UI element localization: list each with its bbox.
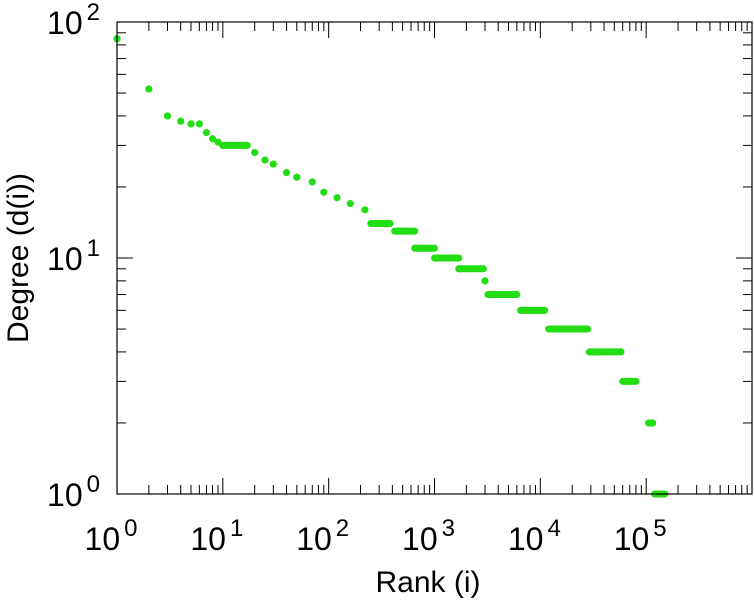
tick-base: 10 [508,521,544,557]
data-point [594,348,602,356]
tick-exponent: 0 [87,471,100,498]
data-point [622,377,630,385]
data-point [504,290,513,299]
data-point [308,178,316,186]
data-point [293,173,301,181]
data-point [526,306,534,314]
data-point [177,117,185,125]
tick-base: 10 [47,5,83,41]
tick-base: 10 [47,477,83,513]
data-point [282,169,291,177]
data-point [195,120,203,128]
data-point [361,206,369,214]
plot-frame [116,21,753,495]
x-tick-label: 10 1 [190,515,243,557]
tick-exponent: 3 [442,515,455,542]
data-point [187,120,195,128]
tick-base: 10 [402,521,438,557]
x-tick-label: 10 4 [508,515,561,557]
y-tick-label: 10 2 [47,0,100,41]
tick-marks [116,22,752,495]
data-points [113,35,669,498]
x-tick-label: 10 3 [402,515,455,557]
data-point [346,200,354,208]
tick-base: 10 [296,521,332,557]
data-point [648,419,657,427]
x-tick-labels: 10 0 10 1 10 2 10 3 10 4 10 5 [85,515,667,557]
tick-base: 10 [47,241,83,277]
data-point [269,160,277,168]
tick-base: 10 [614,521,650,557]
tick-base: 10 [85,521,121,557]
data-point [394,227,402,235]
tick-exponent: 0 [124,515,137,542]
data-point [320,188,328,196]
tick-exponent: 4 [547,515,560,542]
data-point [237,141,246,149]
data-point [219,141,227,149]
data-point [261,156,269,164]
data-point [145,85,153,93]
tick-exponent: 1 [87,235,100,262]
data-point [435,254,443,262]
data-point [555,325,563,333]
tick-exponent: 5 [653,515,666,542]
tick-exponent: 1 [230,515,243,542]
y-tick-label: 10 1 [47,235,100,277]
data-point [163,112,172,120]
data-point [208,135,217,143]
y-axis-label: Degree (d(i)) [2,173,35,343]
x-tick-label: 10 5 [614,515,667,557]
y-tick-label: 10 0 [47,471,100,513]
data-point [333,194,341,202]
data-point [414,244,422,252]
x-tick-label: 10 2 [296,515,349,557]
x-axis-label: Rank (i) [375,566,480,599]
tick-base: 10 [190,521,226,557]
tick-exponent: 2 [336,515,349,542]
data-point [202,128,211,137]
data-point [375,219,383,228]
x-tick-label: 10 0 [85,515,138,557]
tick-exponent: 2 [87,0,100,26]
data-point [251,148,259,157]
data-point [481,277,489,285]
data-point [455,265,463,273]
